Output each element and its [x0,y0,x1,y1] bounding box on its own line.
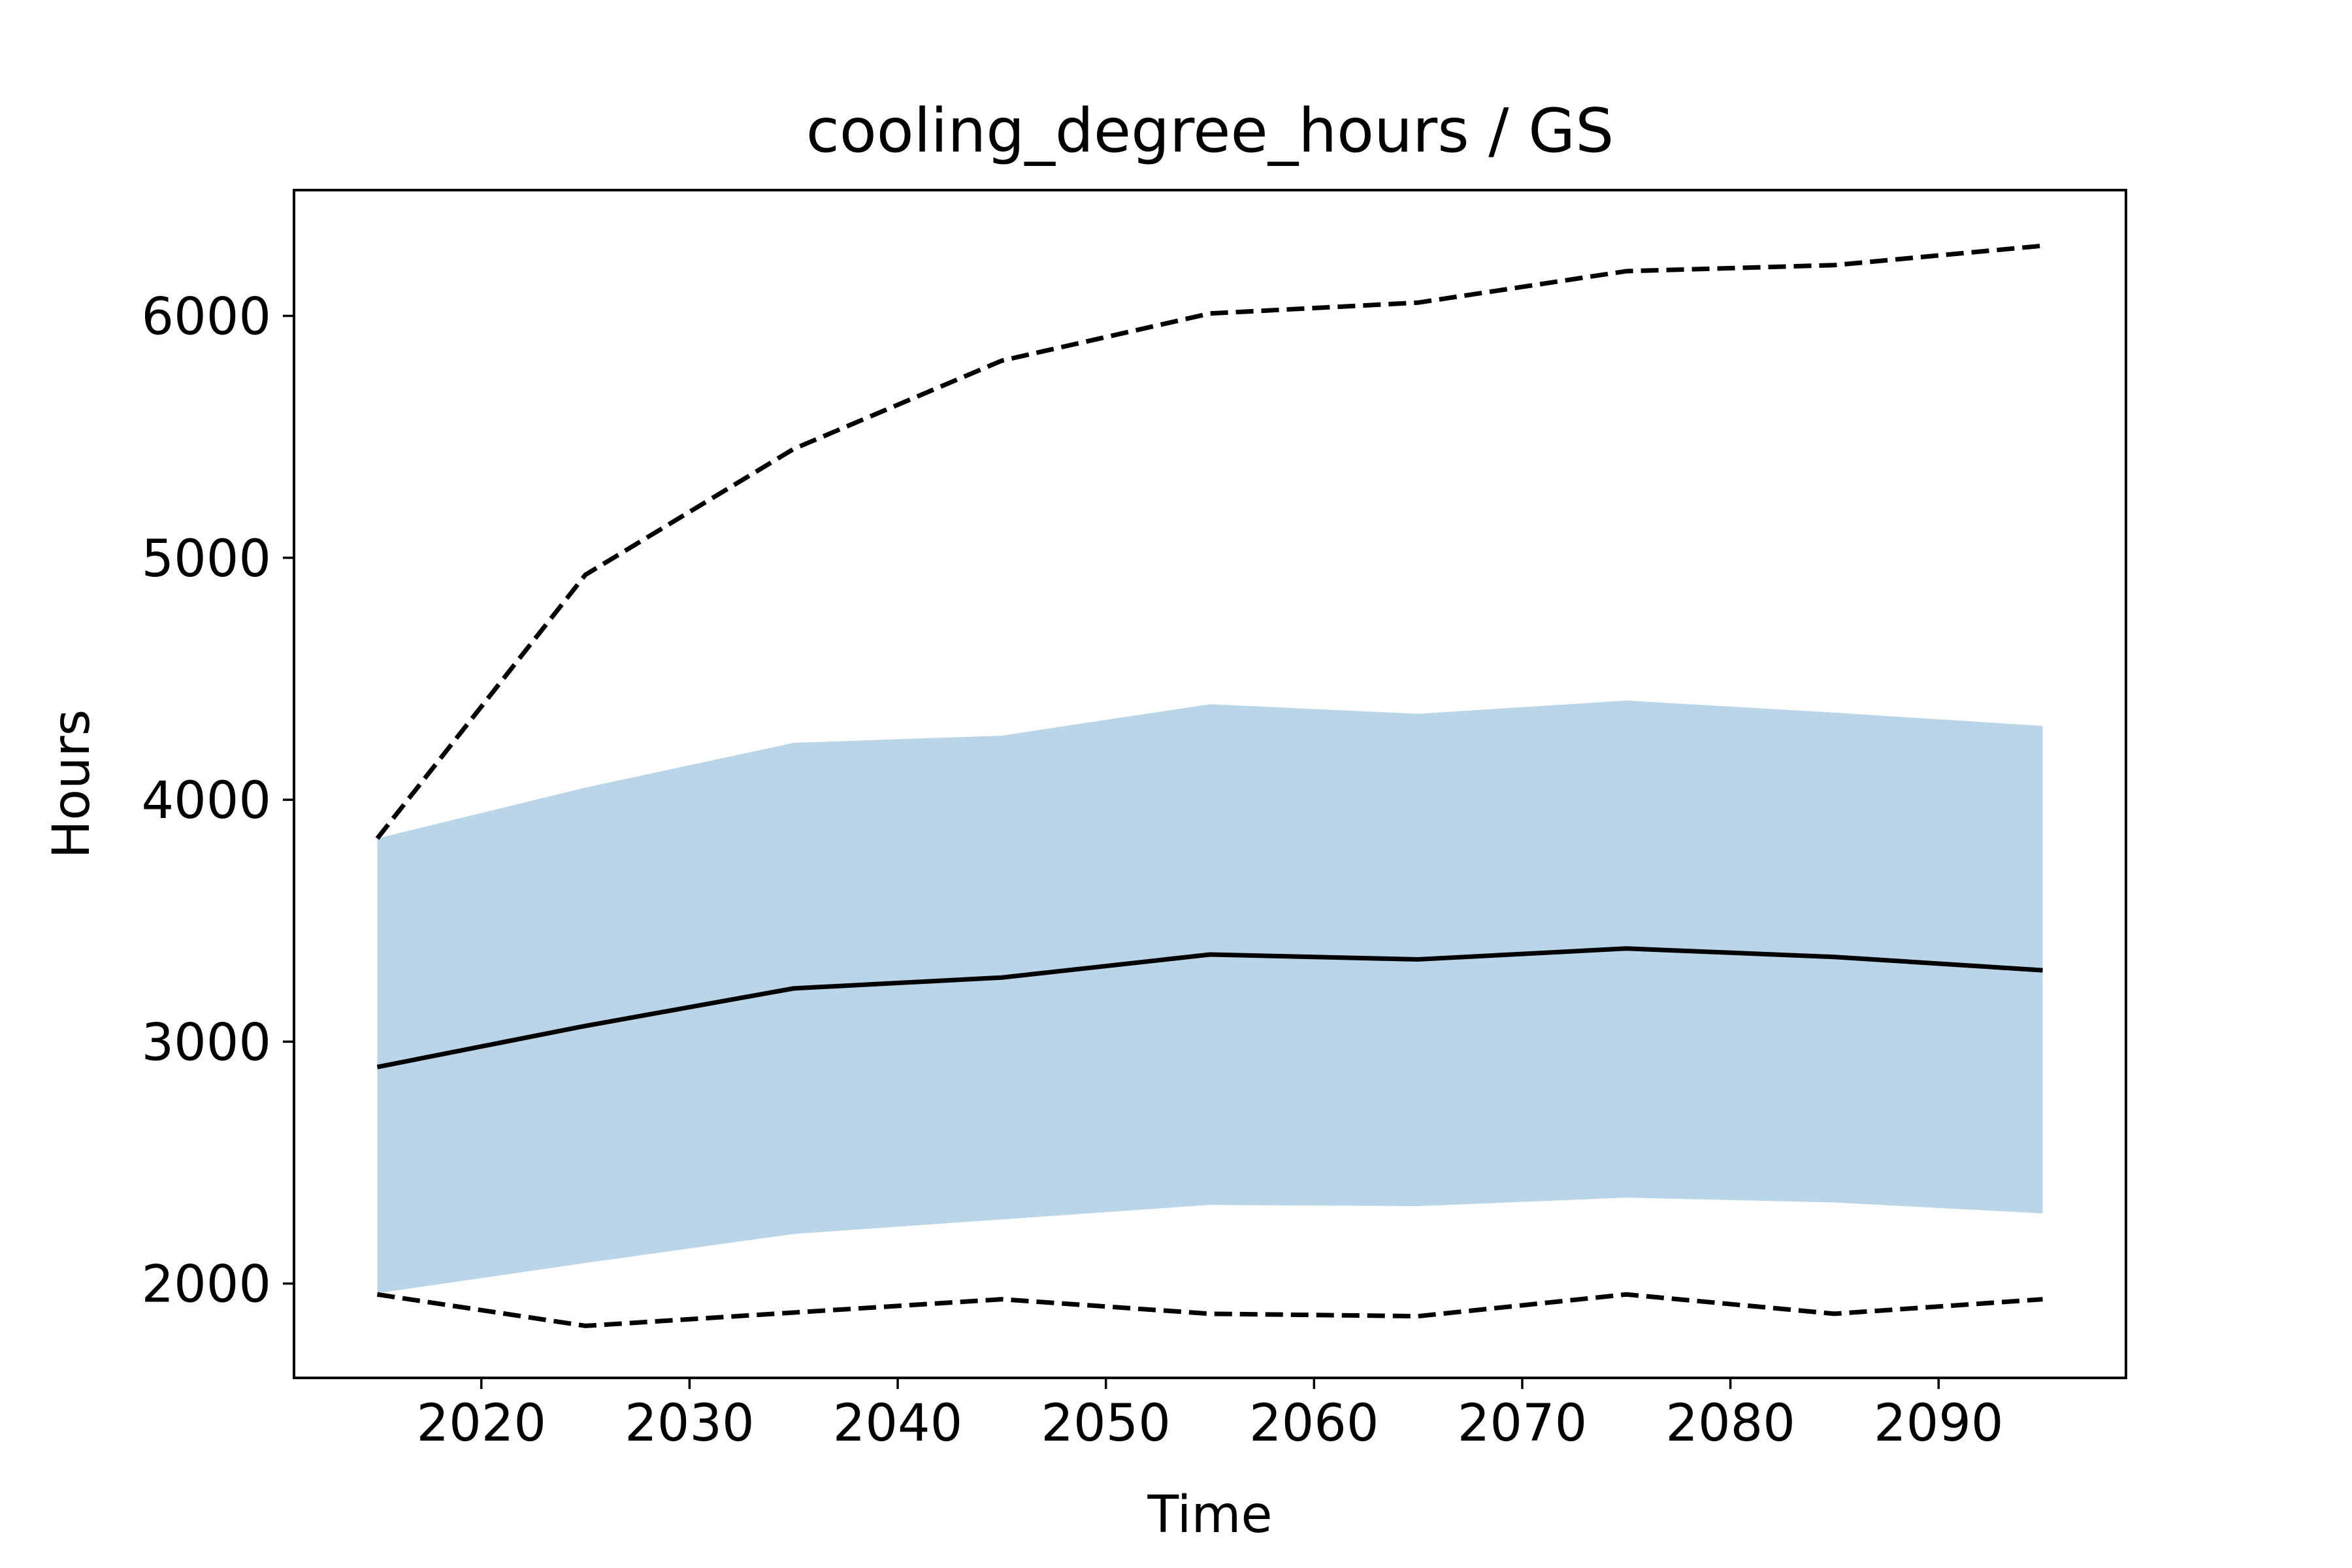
x-axis-title: Time [1147,1486,1273,1544]
x-tick-label: 2050 [1041,1394,1171,1453]
plot-frame [293,189,2127,1379]
series-line-min [376,1292,2043,1328]
plot-area [375,243,2043,1328]
y-tick-label: 3000 [141,1013,271,1072]
x-axis: 2020 2030 2040 2050 2060 2070 2080 2090 [417,1378,2004,1453]
x-tick-label: 2080 [1665,1394,1795,1453]
y-tick-label: 6000 [141,288,271,347]
y-tick-label: 2000 [141,1256,271,1315]
series-line-median [376,946,2043,1070]
chart-title: cooling_degree_hours / GS [806,95,1614,166]
x-tick-label: 2020 [417,1394,547,1453]
y-tick-label: 4000 [141,772,271,830]
x-tick-label: 2030 [625,1394,755,1453]
range-band [377,700,2043,1294]
y-axis-title: Hours [42,710,101,859]
x-tick-label: 2040 [833,1394,963,1453]
x-tick-label: 2060 [1249,1394,1379,1453]
x-tick-label: 2090 [1874,1394,2004,1453]
y-tick-label: 5000 [141,530,271,589]
x-tick-label: 2070 [1458,1394,1588,1453]
series-line-max [375,243,2043,840]
y-axis: 2000 3000 4000 5000 6000 [141,288,294,1315]
